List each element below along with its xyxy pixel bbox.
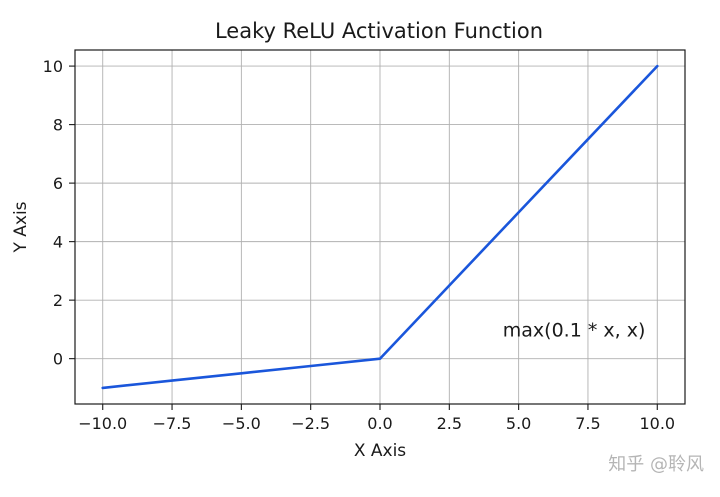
chart-title: Leaky ReLU Activation Function: [215, 19, 543, 43]
grid: [75, 50, 685, 404]
x-tick-label: 2.5: [437, 414, 462, 433]
x-tick-label: −2.5: [291, 414, 330, 433]
y-axis-label: Y Axis: [11, 201, 31, 253]
x-tick-label: −10.0: [78, 414, 127, 433]
y-tick-label: 10: [43, 57, 63, 76]
x-axis-label: X Axis: [354, 441, 406, 461]
watermark-text: 知乎 @聆风: [608, 454, 704, 475]
x-tick-label: −7.5: [153, 414, 192, 433]
x-tick-label: −5.0: [222, 414, 261, 433]
x-axis-ticks: −10.0 −7.5 −5.0 −2.5 0.0 2.5 5.0 7.5 10.0: [78, 404, 675, 433]
x-tick-label: 7.5: [575, 414, 600, 433]
series-layer: [101, 64, 659, 390]
x-tick-label: 5.0: [506, 414, 531, 433]
x-tick-label: 10.0: [639, 414, 675, 433]
y-tick-label: 8: [53, 116, 63, 135]
y-tick-label: 4: [53, 233, 63, 252]
y-tick-label: 2: [53, 291, 63, 310]
x-tick-label: 0.0: [367, 414, 392, 433]
y-axis-ticks: 0 2 4 6 8 10: [43, 57, 75, 369]
y-tick-label: 0: [53, 350, 63, 369]
annotation-formula: max(0.1 * x, x): [503, 319, 646, 341]
series-line: [101, 64, 659, 390]
y-tick-label: 6: [53, 174, 63, 193]
